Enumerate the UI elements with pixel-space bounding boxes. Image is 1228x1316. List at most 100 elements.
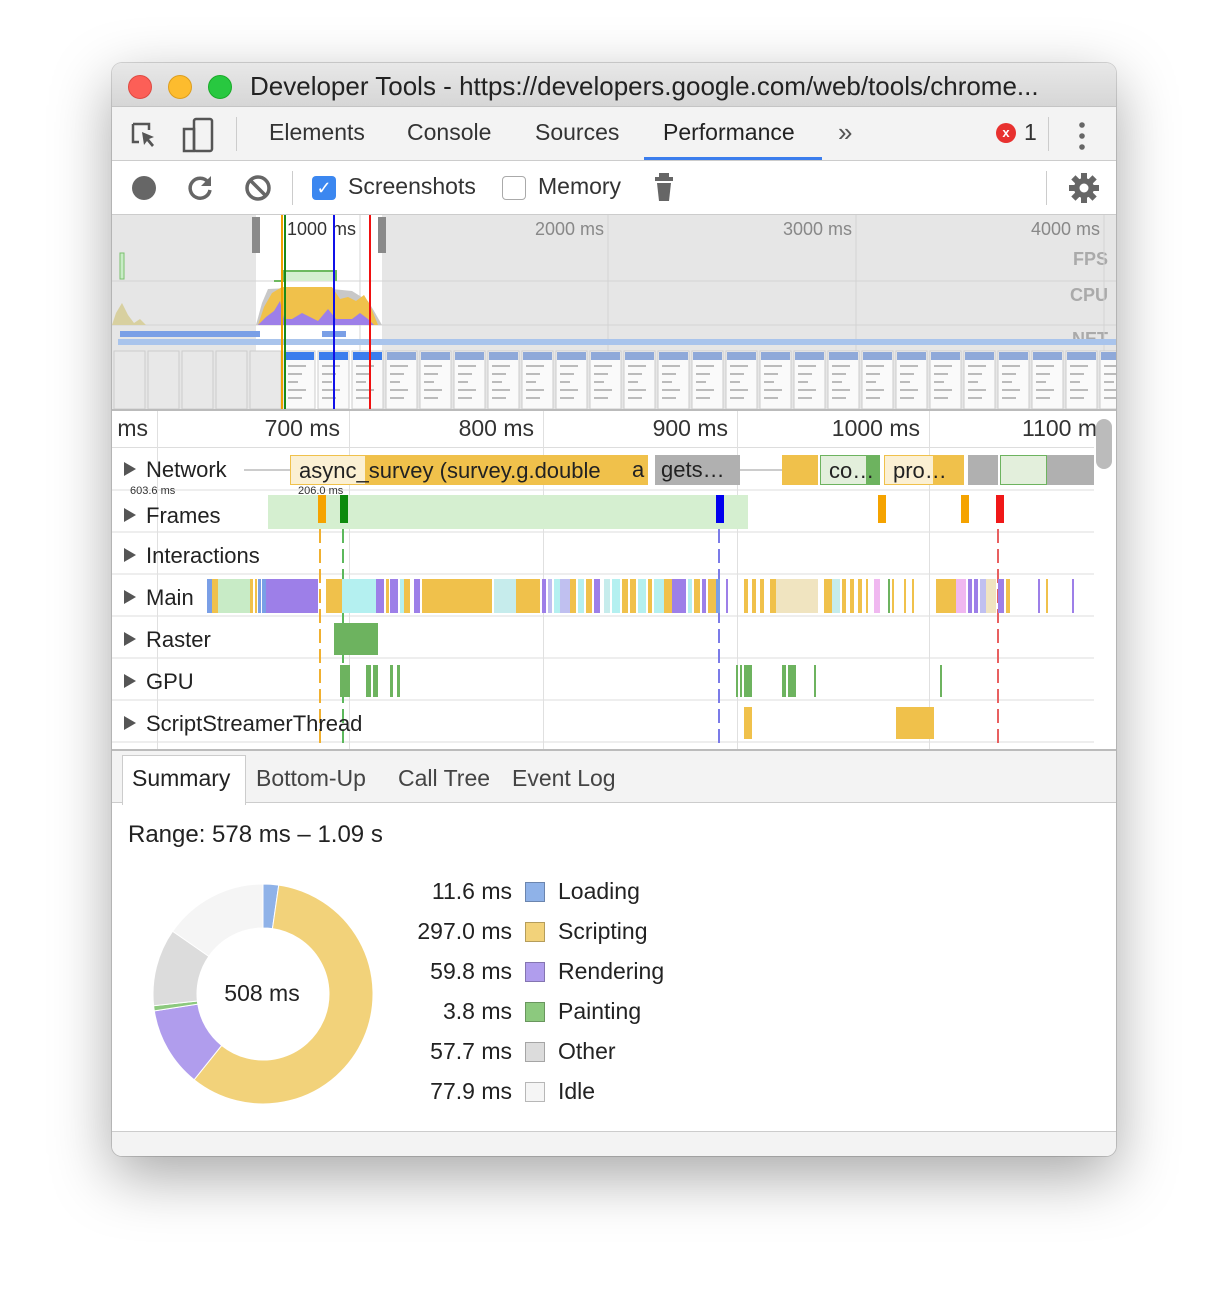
main-thread-task[interactable]: [716, 579, 720, 613]
script-streamer-task[interactable]: [896, 707, 934, 739]
main-thread-task[interactable]: [744, 579, 748, 613]
tab-event-log[interactable]: Event Log: [512, 765, 616, 791]
expand-triangle-icon[interactable]: [124, 632, 136, 646]
inspect-element-icon[interactable]: [130, 121, 160, 151]
main-thread-task[interactable]: [832, 579, 840, 613]
main-thread-task[interactable]: [218, 579, 250, 613]
memory-label[interactable]: Memory: [538, 173, 622, 199]
track-label[interactable]: Main: [124, 585, 194, 611]
expand-triangle-icon[interactable]: [124, 674, 136, 688]
main-thread-task[interactable]: [986, 579, 996, 613]
main-thread-task[interactable]: [672, 579, 686, 613]
memory-checkbox[interactable]: [502, 176, 526, 200]
main-thread-task[interactable]: [494, 579, 500, 613]
gpu-task[interactable]: [782, 665, 786, 697]
network-wait-line[interactable]: [740, 469, 782, 471]
tab-bottom-up[interactable]: Bottom-Up: [256, 765, 366, 791]
main-thread-task[interactable]: [1046, 579, 1048, 613]
main-thread-task[interactable]: [500, 579, 516, 613]
main-thread-task[interactable]: [422, 579, 492, 613]
error-count[interactable]: 1: [1024, 119, 1037, 145]
tab-console[interactable]: Console: [407, 119, 492, 145]
gpu-task[interactable]: [788, 665, 796, 697]
frame-bar[interactable]: [268, 495, 748, 529]
network-wait-line[interactable]: [244, 469, 290, 471]
main-thread-task[interactable]: [258, 579, 261, 613]
main-thread-task[interactable]: [904, 579, 906, 613]
track-frames[interactable]: Frames: [112, 491, 1094, 533]
minimize-button[interactable]: [168, 75, 192, 99]
main-thread-task[interactable]: [654, 579, 664, 613]
main-thread-task[interactable]: [594, 579, 600, 613]
network-request[interactable]: [782, 455, 818, 485]
main-thread-task[interactable]: [980, 579, 986, 613]
frame-marker[interactable]: [996, 495, 1004, 523]
expand-triangle-icon[interactable]: [124, 590, 136, 604]
gpu-task[interactable]: [397, 665, 400, 697]
gpu-task[interactable]: [940, 665, 942, 697]
track-label[interactable]: GPU: [124, 669, 194, 695]
frame-marker[interactable]: [878, 495, 886, 523]
network-request[interactable]: a: [630, 455, 648, 485]
settings-gear-icon[interactable]: [1069, 173, 1099, 203]
main-thread-task[interactable]: [638, 579, 646, 613]
main-thread-task[interactable]: [752, 579, 756, 613]
record-button[interactable]: [132, 176, 156, 200]
main-thread-task[interactable]: [570, 579, 576, 613]
main-thread-task[interactable]: [842, 579, 846, 613]
tab-performance[interactable]: Performance: [663, 119, 795, 145]
selection-right-handle[interactable]: [378, 217, 386, 253]
main-thread-task[interactable]: [554, 579, 560, 613]
gpu-task[interactable]: [814, 665, 816, 697]
main-thread-task[interactable]: [630, 579, 636, 613]
main-thread-task[interactable]: [390, 579, 398, 613]
network-request[interactable]: [1047, 455, 1094, 485]
main-thread-task[interactable]: [266, 579, 318, 613]
main-thread-task[interactable]: [400, 579, 404, 613]
timing-marker-line[interactable]: [319, 529, 321, 749]
network-request[interactable]: pro…: [884, 455, 964, 485]
screenshots-label[interactable]: Screenshots: [348, 173, 476, 199]
track-raster[interactable]: Raster: [112, 617, 1094, 659]
gpu-task[interactable]: [340, 665, 350, 697]
main-thread-task[interactable]: [824, 579, 832, 613]
main-thread-task[interactable]: [726, 579, 728, 613]
network-request[interactable]: gets…: [655, 455, 740, 485]
main-thread-task[interactable]: [892, 579, 894, 613]
main-thread-task[interactable]: [760, 579, 764, 613]
maximize-button[interactable]: [208, 75, 232, 99]
screenshots-checkbox[interactable]: ✓: [312, 176, 336, 200]
main-thread-task[interactable]: [212, 579, 218, 613]
gpu-task[interactable]: [744, 665, 752, 697]
network-request[interactable]: co…: [820, 455, 880, 485]
main-thread-task[interactable]: [694, 579, 700, 613]
main-thread-task[interactable]: [262, 579, 266, 613]
track-scriptstreamerthread[interactable]: ScriptStreamerThread: [112, 701, 1094, 743]
track-interactions[interactable]: Interactions: [112, 533, 1094, 575]
track-label[interactable]: Raster: [124, 627, 211, 653]
main-thread-task[interactable]: [974, 579, 978, 613]
timeline-overview[interactable]: 1000 ms 2000 ms 3000 ms 4000 ms FPS CPU …: [112, 215, 1116, 411]
main-thread-task[interactable]: [770, 579, 776, 613]
track-network[interactable]: Network: [112, 449, 1094, 491]
expand-triangle-icon[interactable]: [124, 508, 136, 522]
main-thread-task[interactable]: [604, 579, 610, 613]
main-thread-task[interactable]: [1072, 579, 1074, 613]
main-thread-task[interactable]: [1038, 579, 1040, 613]
selection-left-handle[interactable]: [252, 217, 260, 253]
track-label[interactable]: Interactions: [124, 543, 260, 569]
gpu-task[interactable]: [736, 665, 738, 697]
expand-triangle-icon[interactable]: [124, 548, 136, 562]
timing-marker-line[interactable]: [997, 529, 999, 749]
network-request[interactable]: async_survey (survey.g.double: [290, 455, 640, 485]
error-icon[interactable]: x: [996, 123, 1016, 143]
vertical-scrollbar[interactable]: [1096, 419, 1112, 469]
gpu-task[interactable]: [390, 665, 393, 697]
gpu-task[interactable]: [373, 665, 378, 697]
main-thread-task[interactable]: [874, 579, 880, 613]
more-tabs-chevron-icon[interactable]: »: [838, 117, 853, 147]
tab-call-tree[interactable]: Call Tree: [398, 765, 491, 791]
main-thread-task[interactable]: [255, 579, 257, 613]
main-thread-task[interactable]: [956, 579, 966, 613]
main-thread-task[interactable]: [342, 579, 376, 613]
